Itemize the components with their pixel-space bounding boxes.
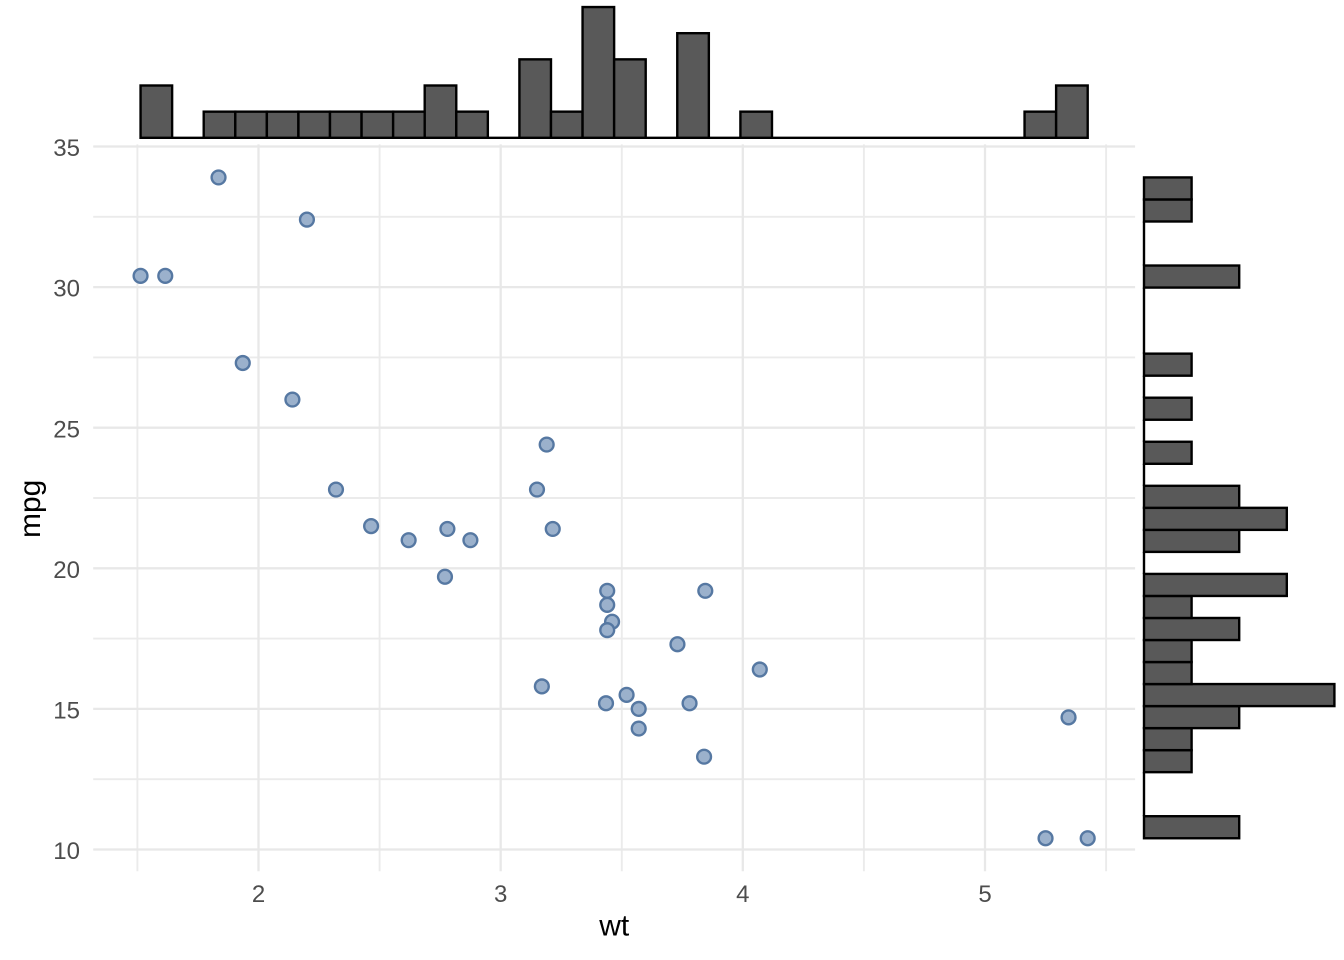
svg-text:3: 3	[494, 881, 507, 908]
svg-text:4: 4	[736, 881, 749, 908]
svg-text:5: 5	[978, 881, 991, 908]
svg-text:30: 30	[53, 276, 80, 303]
svg-text:2: 2	[252, 881, 265, 908]
svg-text:20: 20	[53, 557, 80, 584]
svg-text:15: 15	[53, 698, 80, 725]
svg-text:mpg: mpg	[14, 480, 47, 538]
svg-text:35: 35	[53, 135, 80, 162]
svg-text:10: 10	[53, 838, 80, 865]
svg-text:25: 25	[53, 416, 80, 443]
svg-text:wt: wt	[598, 909, 630, 942]
